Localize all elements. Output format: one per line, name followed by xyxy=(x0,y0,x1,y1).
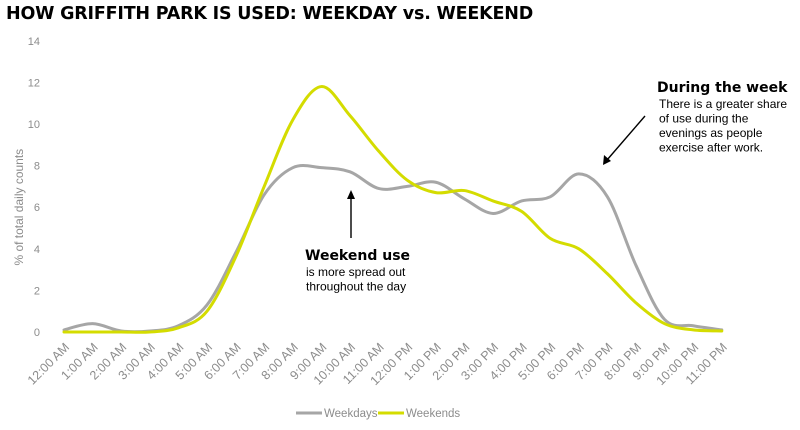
annotation-text: throughout the day xyxy=(306,280,406,294)
y-tick-label: 2 xyxy=(34,285,40,297)
y-tick-label: 10 xyxy=(28,119,40,131)
annotation-arrowhead xyxy=(347,190,355,199)
series-line-weekends xyxy=(62,85,724,334)
series-line-weekdays xyxy=(62,164,724,334)
x-axis: 12:00 AM1:00 AM2:00 AM3:00 AM4:00 AM5:00… xyxy=(25,340,730,388)
annotation-arrow xyxy=(606,115,646,161)
y-tick-label: 0 xyxy=(34,327,40,339)
annotation-text: exercise after work. xyxy=(659,141,763,155)
annotation-text: is more spread out xyxy=(306,265,406,279)
y-axis-label: % of total daily counts xyxy=(12,149,26,266)
y-tick-label: 14 xyxy=(28,36,40,48)
legend: Weekdays Weekends xyxy=(296,408,460,420)
chart-title: HOW GRIFFITH PARK IS USED: WEEKDAY vs. W… xyxy=(6,4,534,24)
annotation-heading: Weekend use xyxy=(305,248,410,264)
annotation-text: There is a greater share xyxy=(659,97,787,111)
series-lines xyxy=(62,85,724,334)
annotation-text: of use during the xyxy=(659,112,749,126)
y-axis: 0 2 4 6 8 10 12 14 % of total daily counts xyxy=(12,36,40,339)
annotation-text: evenings as people xyxy=(659,126,763,140)
y-tick-label: 8 xyxy=(34,161,40,173)
y-tick-label: 6 xyxy=(34,202,40,214)
y-tick-label: 4 xyxy=(34,244,40,256)
annotation-heading: During the week xyxy=(657,80,788,96)
annotation-arrowhead xyxy=(603,155,611,165)
legend-label: Weekends xyxy=(406,408,460,420)
legend-label: Weekdays xyxy=(324,408,378,420)
y-tick-label: 12 xyxy=(28,77,40,89)
